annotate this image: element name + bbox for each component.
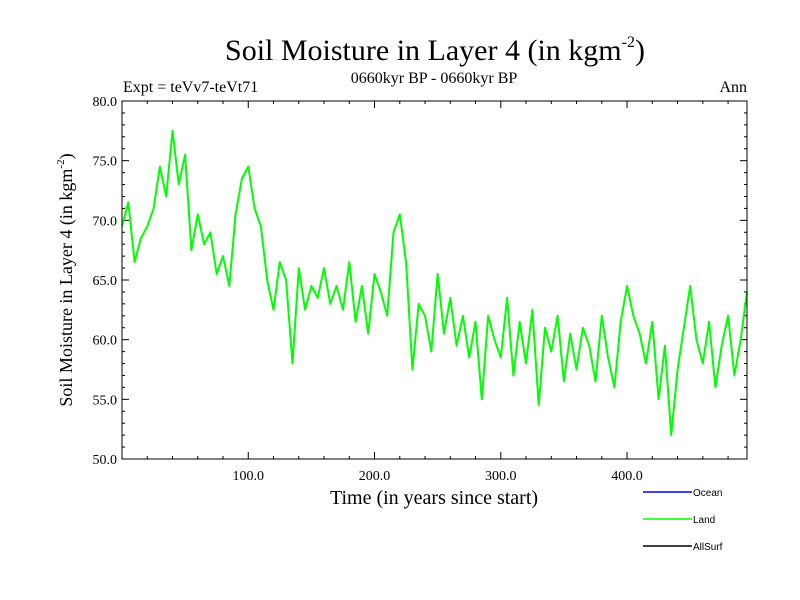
x-axis-label: Time (in years since start): [330, 487, 538, 509]
legend: Ocean Land AllSurf: [643, 488, 723, 553]
plot-area: 50.0 55.0 60.0 65.0 70.0 75.0 80.0 100.0 200.0 30…: [93, 95, 748, 484]
chart-subtitle: 0660kyr BP - 0660kyr BP: [351, 70, 518, 87]
plot-frame: [121, 100, 748, 460]
experiment-label: Expt = teVv7-teVt71: [123, 79, 258, 96]
chart-title: Soil Moisture in Layer 4 (in kgm-2): [225, 34, 645, 67]
legend-label-land: Land: [693, 515, 715, 526]
legend-label-allsurf: AllSurf: [693, 542, 723, 553]
y-tick-label: 75.0: [93, 155, 118, 170]
y-tick-label: 55.0: [93, 393, 118, 408]
y-tick-label: 65.0: [93, 274, 118, 289]
y-axis-label: Soil Moisture in Layer 4 (in kgm-2): [55, 153, 77, 406]
legend-label-ocean: Ocean: [693, 488, 722, 499]
y-tick-label: 80.0: [93, 95, 118, 110]
season-label: Ann: [719, 79, 747, 96]
x-tick-label: 300.0: [485, 469, 517, 484]
y-tick-label: 70.0: [93, 214, 118, 229]
x-tick-label: 400.0: [611, 469, 643, 484]
x-tick-label: 100.0: [233, 469, 265, 484]
x-tick-label: 200.0: [359, 469, 391, 484]
series-line-land: [121, 129, 748, 437]
y-tick-label: 60.0: [93, 334, 118, 349]
y-tick-label: 50.0: [93, 453, 118, 468]
